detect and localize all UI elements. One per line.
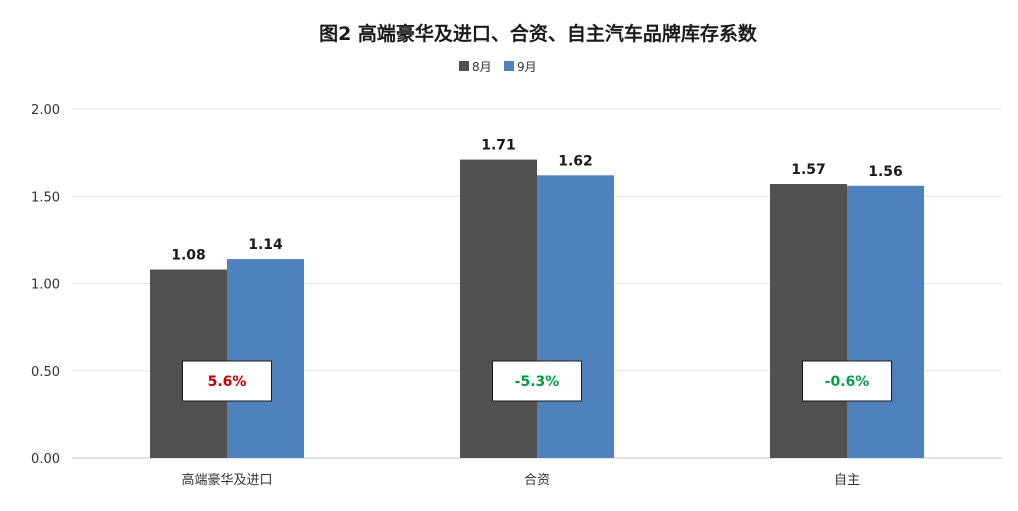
data-label: 1.57 (791, 162, 826, 178)
chart-title: 图2 高端豪华及进口、合资、自主汽车品牌库存系数 (319, 22, 758, 45)
change-box (492, 360, 582, 402)
bar (537, 175, 614, 458)
y-tick-label: 0.00 (31, 452, 60, 467)
change-label: 5.6% (208, 374, 247, 390)
bar (460, 159, 537, 459)
data-label: 1.71 (481, 138, 516, 154)
data-label: 1.08 (171, 248, 206, 264)
change-label: -5.3% (515, 374, 560, 390)
data-label: 1.62 (558, 153, 593, 169)
bar (847, 185, 924, 458)
category-label: 高端豪华及进口 (181, 472, 272, 488)
change-boxes: 5.6% -5.3% -0.6% (182, 360, 892, 402)
data-label: 1.56 (868, 164, 903, 180)
legend-swatch-sep (504, 61, 514, 71)
category-label: 合资 (524, 473, 550, 488)
y-tick-label: 0.50 (31, 365, 60, 380)
legend-swatch-aug (459, 61, 469, 71)
legend-label-aug: 8月 (472, 60, 492, 74)
category-label: 自主 (834, 473, 860, 488)
value-labels: 1.08 1.14 1.71 1.62 1.57 1.56 (171, 138, 903, 264)
y-axis: 0.00 0.50 1.00 1.50 2.00 (31, 103, 60, 467)
change-box (802, 360, 892, 402)
bar (227, 259, 304, 458)
legend-label-sep: 9月 (517, 60, 537, 74)
change-box (182, 360, 272, 402)
data-label: 1.14 (248, 237, 283, 253)
y-tick-label: 1.00 (31, 278, 60, 293)
x-axis: 高端豪华及进口 合资 自主 (181, 472, 860, 488)
bar (770, 184, 847, 458)
legend: 8月 9月 (459, 60, 537, 74)
bars (150, 159, 924, 459)
y-tick-label: 2.00 (31, 103, 60, 118)
change-label: -0.6% (825, 374, 870, 390)
y-tick-label: 1.50 (31, 190, 60, 205)
